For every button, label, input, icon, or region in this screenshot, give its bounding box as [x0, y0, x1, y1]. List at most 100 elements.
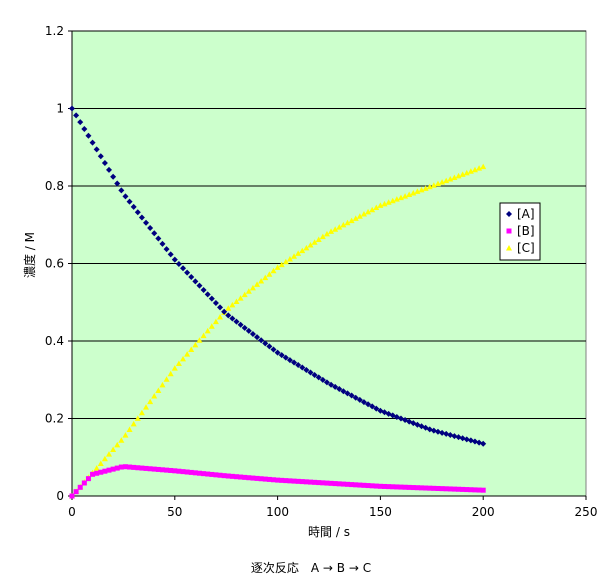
- data-point: [447, 432, 454, 439]
- data-point: [122, 432, 129, 438]
- data-point: [138, 214, 145, 221]
- data-point: [340, 481, 346, 487]
- data-point: [221, 308, 228, 315]
- data-point: [180, 265, 187, 272]
- data-point: [476, 165, 483, 171]
- data-point: [299, 247, 306, 254]
- data-point: [414, 188, 421, 194]
- data-point: [402, 484, 408, 490]
- legend-marker-a: [506, 211, 512, 217]
- data-point: [204, 327, 211, 334]
- data-point: [459, 171, 466, 177]
- data-point: [365, 483, 371, 489]
- data-point: [439, 429, 446, 436]
- data-point: [467, 168, 474, 174]
- data-point: [430, 182, 437, 188]
- y-tick-label: 0.8: [45, 179, 64, 193]
- data-point: [110, 173, 117, 180]
- data-point: [295, 478, 301, 484]
- y-axis-title: 濃度 / M: [22, 232, 37, 278]
- data-point: [114, 441, 121, 448]
- data-point: [225, 473, 231, 479]
- data-point: [254, 281, 261, 287]
- data-point: [319, 376, 326, 383]
- data-point: [138, 409, 145, 416]
- data-point: [390, 484, 396, 490]
- data-point: [155, 387, 162, 393]
- data-point: [106, 451, 113, 457]
- data-point: [373, 483, 379, 489]
- legend-marker-b: [506, 228, 512, 234]
- data-point: [464, 487, 470, 493]
- data-point: [295, 362, 302, 369]
- data-point: [382, 483, 388, 489]
- x-tick-label: 250: [575, 505, 598, 519]
- data-point: [286, 357, 293, 364]
- data-point: [69, 493, 75, 499]
- data-point: [143, 465, 149, 471]
- data-point: [249, 331, 256, 338]
- data-point: [426, 183, 433, 190]
- data-point: [126, 426, 133, 433]
- data-point: [106, 166, 113, 173]
- data-point: [196, 337, 203, 343]
- data-point: [196, 282, 203, 289]
- data-point: [254, 475, 260, 481]
- data-point: [192, 470, 198, 476]
- data-point: [188, 273, 195, 280]
- data-point: [385, 199, 392, 205]
- data-point: [130, 420, 137, 427]
- data-point: [221, 473, 227, 479]
- data-point: [303, 244, 310, 251]
- data-point: [291, 359, 298, 366]
- data-point: [406, 191, 413, 198]
- data-point: [73, 489, 79, 495]
- data-point: [299, 479, 305, 485]
- data-point: [402, 193, 409, 199]
- data-point: [270, 346, 277, 353]
- data-point: [323, 230, 330, 237]
- data-point: [456, 486, 462, 492]
- data-point: [175, 360, 182, 366]
- data-point: [180, 469, 186, 475]
- data-point: [278, 352, 285, 359]
- series-b: [69, 464, 486, 499]
- data-point: [344, 219, 351, 226]
- data-point: [377, 202, 384, 208]
- data-point: [270, 477, 276, 483]
- data-series: [69, 105, 487, 499]
- y-tick-label: 0.2: [45, 412, 64, 426]
- data-point: [369, 206, 376, 213]
- data-point: [69, 105, 75, 112]
- data-point: [406, 484, 412, 490]
- data-point: [377, 483, 383, 489]
- data-point: [229, 315, 236, 322]
- data-point: [287, 478, 293, 484]
- data-point: [476, 439, 483, 446]
- chart-caption: 逐次反応 A → B → C: [251, 561, 371, 575]
- data-point: [217, 313, 224, 320]
- data-point: [373, 405, 380, 412]
- data-point: [118, 464, 124, 470]
- data-point: [320, 480, 326, 486]
- data-point: [270, 267, 277, 274]
- data-point: [447, 176, 454, 182]
- data-point: [476, 487, 482, 493]
- data-point: [282, 354, 289, 361]
- data-point: [410, 189, 417, 196]
- data-point: [159, 240, 166, 247]
- data-point: [279, 477, 285, 483]
- data-point: [356, 213, 363, 219]
- data-point: [258, 337, 265, 344]
- data-point: [171, 365, 178, 371]
- data-point: [249, 284, 256, 291]
- data-point: [274, 264, 281, 270]
- data-point: [323, 379, 330, 386]
- data-point: [360, 399, 367, 406]
- data-point: [455, 172, 462, 179]
- data-point: [427, 485, 433, 491]
- data-point: [344, 390, 351, 397]
- data-point: [419, 485, 425, 491]
- series-a: [69, 105, 487, 447]
- data-point: [430, 427, 437, 434]
